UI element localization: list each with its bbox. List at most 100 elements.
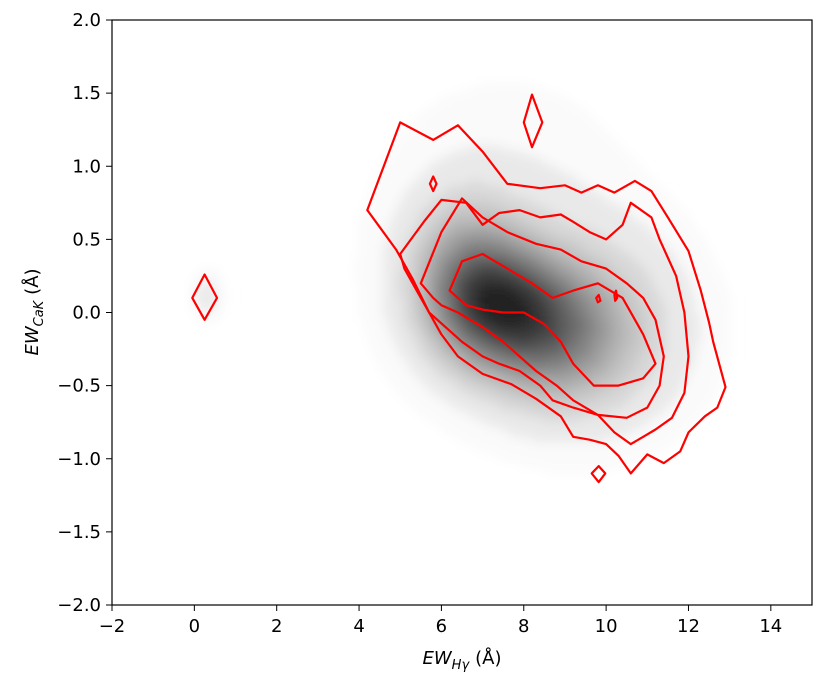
density-cell: [497, 420, 504, 427]
density-cell: [388, 215, 395, 223]
density-cell: [660, 215, 667, 223]
density-cell: [398, 323, 405, 330]
density-cell: [393, 338, 400, 345]
density-cell: [611, 451, 617, 458]
density-cell: [640, 364, 647, 371]
density-cell: [364, 277, 370, 284]
density-cell: [601, 256, 608, 264]
density-cell: [719, 277, 726, 284]
density-cell: [428, 297, 435, 304]
density-cell: [413, 379, 420, 386]
density-cell: [611, 318, 617, 325]
density-cell: [413, 134, 420, 141]
density-cell: [433, 302, 440, 310]
density-cell: [546, 297, 553, 304]
density-cell: [522, 282, 529, 289]
density-cell: [635, 430, 642, 438]
density-cell: [403, 313, 410, 320]
density-cell: [378, 277, 385, 284]
density-cell: [566, 374, 573, 381]
density-cell: [403, 308, 410, 315]
density-cell: [635, 215, 642, 223]
density-cell: [546, 318, 553, 325]
density-cell: [196, 313, 202, 320]
density-cell: [373, 282, 380, 289]
density-cell: [502, 256, 509, 264]
density-layer: [191, 82, 731, 473]
density-cell: [660, 190, 667, 197]
density-cell: [541, 205, 548, 212]
density-cell: [635, 185, 642, 192]
density-cell: [433, 118, 440, 125]
density-cell: [492, 390, 499, 397]
density-cell: [408, 302, 415, 310]
density-cell: [576, 272, 583, 279]
density-cell: [571, 277, 578, 284]
density-cell: [714, 374, 721, 381]
density-cell: [561, 267, 568, 274]
density-cell: [611, 338, 617, 345]
density-cell: [675, 256, 682, 264]
density-cell: [675, 236, 682, 243]
density-cell: [690, 364, 697, 371]
density-cell: [383, 297, 390, 304]
density-cell: [546, 436, 553, 443]
density-cell: [630, 451, 637, 458]
density-cell: [482, 190, 489, 197]
density-cell: [700, 313, 706, 320]
density-cell: [522, 215, 529, 223]
density-cell: [630, 282, 637, 289]
density-cell: [556, 436, 563, 443]
density-cell: [517, 282, 524, 289]
density-cell: [522, 246, 529, 253]
density-cell: [650, 415, 657, 422]
density-cell: [378, 210, 385, 217]
density-cell: [581, 364, 588, 371]
density-cell: [591, 430, 598, 438]
density-cell: [616, 169, 622, 177]
density-cell: [680, 323, 687, 330]
density-cell: [630, 246, 637, 253]
density-cell: [383, 164, 390, 171]
density-cell: [532, 456, 538, 463]
density-cell: [630, 262, 637, 269]
density-cell: [561, 405, 568, 412]
density-cell: [675, 215, 682, 223]
density-cell: [645, 349, 652, 356]
density-cell: [630, 277, 637, 284]
density-cell: [428, 139, 435, 146]
density-cell: [596, 241, 603, 248]
density-cell: [536, 302, 543, 310]
density-cell: [482, 175, 489, 182]
density-cell: [541, 159, 548, 166]
density-cell: [630, 430, 637, 438]
density-cell: [462, 292, 469, 299]
density-cell: [586, 246, 593, 253]
density-cell: [685, 400, 692, 407]
density-cell: [507, 384, 514, 392]
density-cell: [690, 277, 697, 284]
density-cell: [448, 364, 454, 371]
density-cell: [586, 441, 593, 448]
density-cell: [675, 302, 682, 310]
density-cell: [541, 436, 548, 443]
density-cell: [492, 118, 499, 125]
density-cell: [487, 154, 494, 161]
density-cell: [556, 128, 563, 136]
density-cell: [724, 349, 731, 356]
density-cell: [611, 374, 617, 381]
density-cell: [433, 390, 440, 397]
density-cell: [482, 88, 489, 95]
density-cell: [393, 180, 400, 187]
density-cell: [611, 236, 617, 243]
density-cell: [709, 318, 716, 325]
density-cell: [586, 195, 593, 202]
density-cell: [467, 292, 474, 299]
density-cell: [428, 149, 435, 156]
density-cell: [630, 195, 637, 202]
density-cell: [675, 246, 682, 253]
density-cell: [457, 93, 464, 100]
density-cell: [398, 328, 405, 335]
density-cell: [418, 349, 425, 356]
density-cell: [650, 441, 657, 448]
